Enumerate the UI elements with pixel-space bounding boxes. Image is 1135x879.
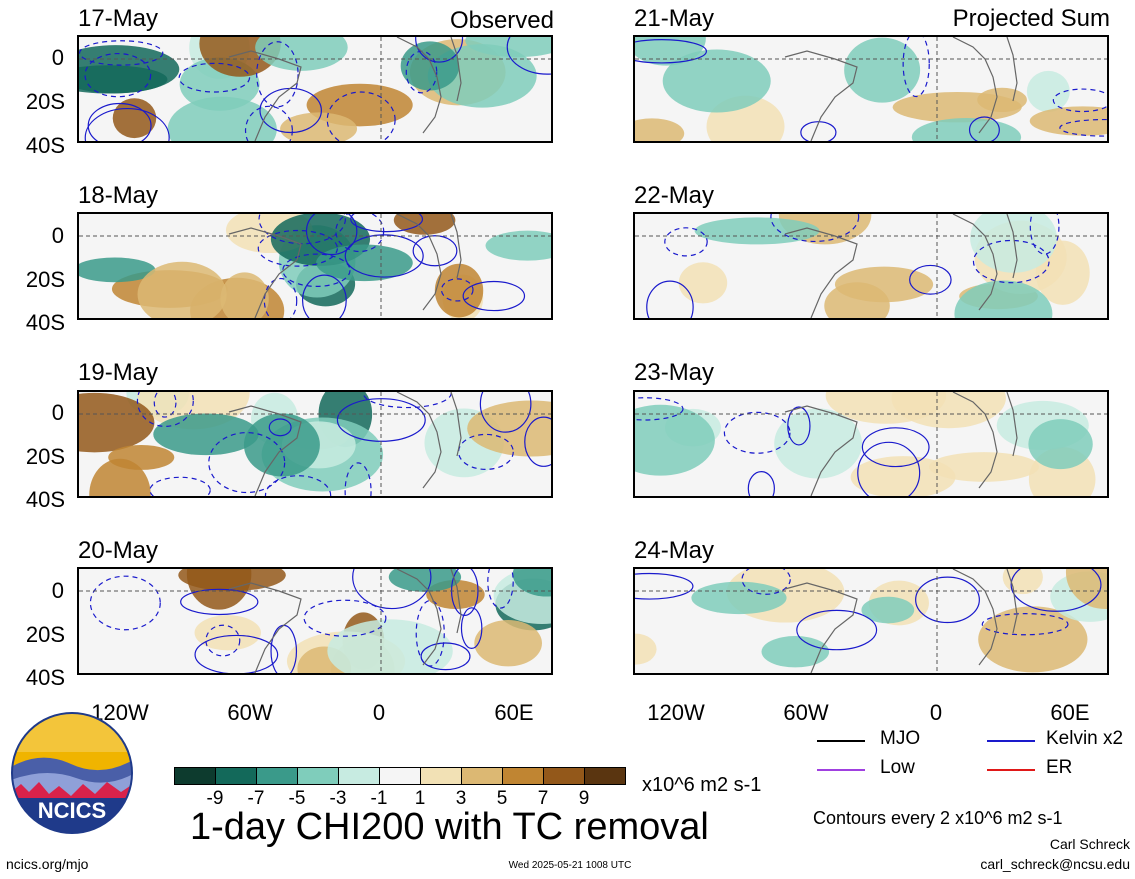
legend-er-label: ER [1046,757,1073,778]
map-panel-proj-3 [633,390,1109,498]
colorbar-units: x10^6 m2 s-1 [642,774,762,796]
map-graphic [635,37,1107,141]
colorbar-swatch [174,767,216,785]
legend-kelvin-line [987,740,1035,742]
y-tick-0-p3: 0 [51,400,64,425]
colorbar-swatch [502,767,544,785]
colorbar-swatch [256,767,298,785]
map-panel-obs-4 [77,567,553,675]
figure-title: 1-day CHI200 with TC removal [190,806,709,848]
timestamp: Wed 2025-05-21 1008 UTC [508,860,632,871]
x-tick-60w-right: 60W [783,700,829,725]
panel-date-obs-3: 19-May [78,359,159,386]
colorbar-tick: -9 [206,788,224,809]
y-tick-20s-p4: 20S [25,622,65,647]
panel-date-proj-1: 21-May [634,5,715,32]
legend-low-line [817,769,865,771]
y-tick-0-p1: 0 [51,45,64,70]
colorbar-tick: -7 [247,788,265,809]
colorbar [174,767,626,785]
x-tick-120w-right: 120W [647,700,705,725]
colorbar-swatch [420,767,462,785]
colorbar-tick: 7 [537,788,549,809]
map-panel-obs-1 [77,35,553,143]
colorbar-tick: -1 [370,788,388,809]
colorbar-tick: -3 [329,788,347,809]
logo-text: NCICS [37,798,107,823]
contour-note: Contours every 2 x10^6 m2 s-1 [813,808,1063,828]
map-graphic [79,214,551,318]
legend-kelvin-label: Kelvin x2 [1046,728,1124,749]
panel-date-obs-1: 17-May [78,5,159,32]
map-graphic [79,569,551,673]
colorbar-swatch [584,767,626,785]
map-graphic [635,214,1107,318]
legend-mjo-label: MJO [880,728,921,749]
y-tick-0-p2: 0 [51,223,64,248]
y-tick-20s-p3: 20S [25,444,65,469]
email: carl_schreck@ncsu.edu [980,856,1130,872]
panel-date-obs-4: 20-May [78,537,159,564]
colorbar-swatch [338,767,380,785]
map-graphic [635,392,1107,496]
map-panel-obs-3 [77,390,553,498]
y-tick-40s-p1: 40S [25,133,65,158]
y-tick-20s-p1: 20S [25,89,65,114]
map-graphic [79,392,551,496]
panel-date-proj-2: 22-May [634,182,715,209]
colorbar-swatch [215,767,257,785]
colorbar-swatch [379,767,421,785]
colorbar-tick: 9 [578,788,590,809]
legend-mjo-line [817,740,865,742]
map-panel-proj-1 [633,35,1109,143]
colorbar-tick: 3 [455,788,467,809]
x-tick-0-left: 0 [372,700,386,725]
colorbar-swatch [297,767,339,785]
site-link[interactable]: ncics.org/mjo [6,856,89,872]
x-tick-60w-left: 60W [227,700,273,725]
legend-low-label: Low [880,757,915,778]
ncics-logo: NCICS [11,712,133,834]
projected-label: Projected Sum [952,5,1110,32]
colorbar-tick: 5 [496,788,508,809]
colorbar-tick: 1 [414,788,426,809]
map-panel-proj-4 [633,567,1109,675]
map-graphic [635,569,1107,673]
legend-er-line [987,769,1035,771]
y-tick-40s-p2: 40S [25,310,65,335]
colorbar-swatch [461,767,503,785]
y-tick-0-p4: 0 [51,578,64,603]
y-tick-40s-p4: 40S [25,665,65,690]
map-panel-obs-2 [77,212,553,320]
y-tick-20s-p2: 20S [25,267,65,292]
colorbar-tick: -5 [288,788,306,809]
x-tick-0-right: 0 [929,700,943,725]
author: Carl Schreck [1049,836,1130,852]
panel-date-proj-3: 23-May [634,359,715,386]
panel-date-obs-2: 18-May [78,182,159,209]
panel-date-proj-4: 24-May [634,537,715,564]
x-tick-60e-left: 60E [494,700,534,725]
y-tick-40s-p3: 40S [25,487,65,512]
map-graphic [79,37,551,141]
observed-label: Observed [449,7,554,34]
colorbar-swatch [543,767,585,785]
map-panel-proj-2 [633,212,1109,320]
x-tick-60e-right: 60E [1050,700,1090,725]
